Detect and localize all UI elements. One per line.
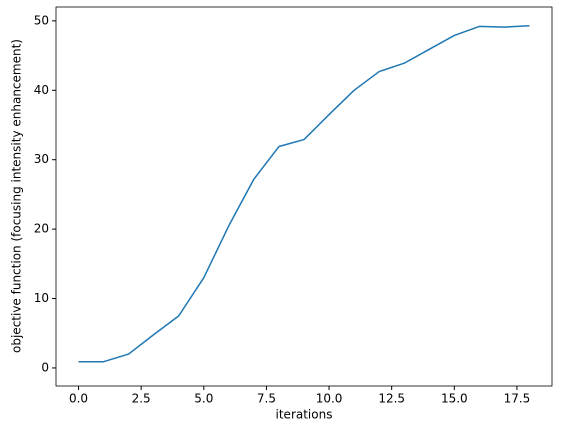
y-tick-label: 30 [34,152,49,166]
x-tick-label: 5.0 [194,392,213,406]
x-tick-label: 17.5 [504,392,531,406]
y-tick-label: 40 [34,83,49,97]
y-tick-label: 0 [41,360,49,374]
y-tick-label: 10 [34,291,49,305]
y-tick-label: 50 [34,13,49,27]
y-tick-label: 20 [34,222,49,236]
x-tick-label: 10.0 [316,392,343,406]
x-tick-label: 15.0 [441,392,468,406]
line [78,24,530,363]
y-axis-label: objective function (focusing intensity e… [10,39,24,353]
plot-frame [55,6,553,387]
x-axis-label: iterations [276,408,333,422]
x-tick-label: 0.0 [69,392,88,406]
x-tick-label: 7.5 [257,392,276,406]
x-tick-label: 12.5 [378,392,405,406]
x-tick-label: 2.5 [132,392,151,406]
